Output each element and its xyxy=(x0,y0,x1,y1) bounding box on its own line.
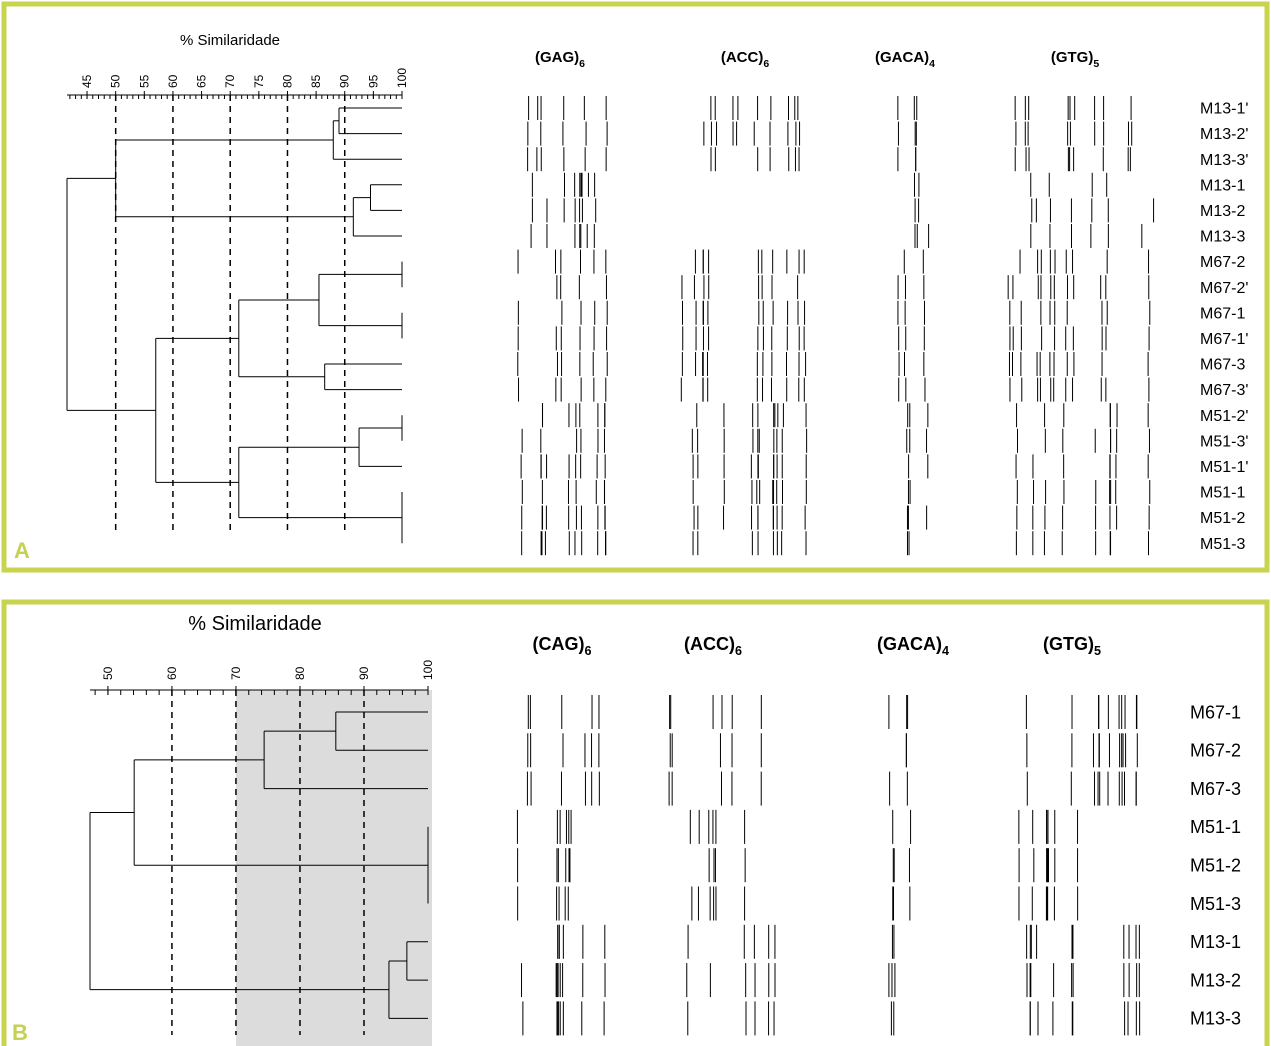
tick-label: 95 xyxy=(366,74,380,88)
primer-header: (ACC)6 xyxy=(684,634,742,658)
figure: % Similaridade4550556065707580859095100M… xyxy=(0,0,1271,1046)
panel: % Similaridade 50 60 70 80 90 100 M67-1 M67-2 M67… xyxy=(12,613,1241,1046)
tick-label: 70 xyxy=(223,74,237,88)
sample-label: M13-1 xyxy=(1190,932,1241,952)
tick-label: 90 xyxy=(357,666,371,680)
primer-header: (GAG)6 xyxy=(535,49,585,70)
tick-label: 85 xyxy=(309,74,323,88)
primer-subscript: 6 xyxy=(763,58,769,70)
tick-label: 100 xyxy=(395,68,409,88)
sample-label: M51-1 xyxy=(1200,485,1245,502)
tick-label: 80 xyxy=(280,74,294,88)
primer-subscript: 5 xyxy=(1093,58,1099,70)
tick-label: 80 xyxy=(293,666,307,680)
tick-label: 55 xyxy=(137,74,151,88)
axis-title: % Similaridade xyxy=(188,613,321,635)
primer-name: (ACC) xyxy=(684,634,735,654)
sample-label: M51-3 xyxy=(1200,536,1245,553)
sample-label: M51-3' xyxy=(1200,433,1248,450)
primer-name: (CAG) xyxy=(532,634,584,654)
primer-header: (GTG)5 xyxy=(1051,49,1100,70)
sample-label: M51-2' xyxy=(1200,408,1248,425)
sample-label: M13-1 xyxy=(1200,177,1245,194)
tick-label: 70 xyxy=(229,666,243,680)
primer-header: (CAG)6 xyxy=(532,634,591,658)
sample-label: M13-3 xyxy=(1200,229,1245,246)
tick-label: 60 xyxy=(166,74,180,88)
panel-letter: A xyxy=(14,538,30,563)
sample-label: M67-3 xyxy=(1190,779,1241,799)
panel-letter: B xyxy=(12,1020,28,1045)
primer-name: (GAG) xyxy=(535,49,579,66)
sample-label: M67-1 xyxy=(1200,305,1245,322)
primer-subscript: 6 xyxy=(584,644,591,658)
primer-subscript: 4 xyxy=(929,58,935,70)
sample-label: M13-2 xyxy=(1200,203,1245,220)
primer-header: (GTG)5 xyxy=(1043,634,1101,658)
primer-name: (GTG) xyxy=(1051,49,1094,66)
primer-name: (GTG) xyxy=(1043,634,1094,654)
primer-subscript: 4 xyxy=(942,644,949,658)
tick-label: 50 xyxy=(109,74,123,88)
tick-label: 65 xyxy=(195,74,209,88)
primer-subscript: 6 xyxy=(735,644,742,658)
page: {"panels": [ {"letter": "A", "axis_title… xyxy=(0,0,1271,1046)
tick-label: 90 xyxy=(338,74,352,88)
sample-label: M67-3' xyxy=(1200,382,1248,399)
sample-label: M67-2 xyxy=(1190,741,1241,761)
tick-label: 100 xyxy=(421,660,435,680)
sample-label: M13-2' xyxy=(1200,126,1248,143)
tick-label: 75 xyxy=(252,74,266,88)
sample-label: M67-3 xyxy=(1200,357,1245,374)
sample-label: M13-3 xyxy=(1190,1009,1241,1029)
sample-label: M13-3' xyxy=(1200,152,1248,169)
sample-label: M67-2' xyxy=(1200,280,1248,297)
tick-label: 60 xyxy=(165,666,179,680)
tick-label: 45 xyxy=(80,74,94,88)
primer-subscript: 6 xyxy=(579,58,585,70)
sample-label: M67-2 xyxy=(1200,254,1245,271)
sample-label: M67-1 xyxy=(1190,702,1241,722)
primer-header: (GACA)4 xyxy=(875,49,935,70)
primer-name: (GACA) xyxy=(877,634,942,654)
primer-header: (GACA)4 xyxy=(877,634,949,658)
primer-header: (ACC)6 xyxy=(721,49,770,70)
sample-label: M13-2 xyxy=(1190,970,1241,990)
panel-frame xyxy=(4,4,1267,570)
primer-name: (GACA) xyxy=(875,49,929,66)
shaded-range xyxy=(236,690,432,1046)
sample-label: M13-1' xyxy=(1200,101,1248,118)
sample-label: M51-2 xyxy=(1190,856,1241,876)
sample-label: M51-3 xyxy=(1190,894,1241,914)
tick-label: 50 xyxy=(101,666,115,680)
primer-subscript: 5 xyxy=(1094,644,1101,658)
sample-label: M67-1' xyxy=(1200,331,1248,348)
sample-label: M51-1 xyxy=(1190,817,1241,837)
sample-label: M51-2 xyxy=(1200,510,1245,527)
sample-label: M51-1' xyxy=(1200,459,1248,476)
axis-title: % Similaridade xyxy=(180,32,280,49)
primer-name: (ACC) xyxy=(721,49,764,66)
